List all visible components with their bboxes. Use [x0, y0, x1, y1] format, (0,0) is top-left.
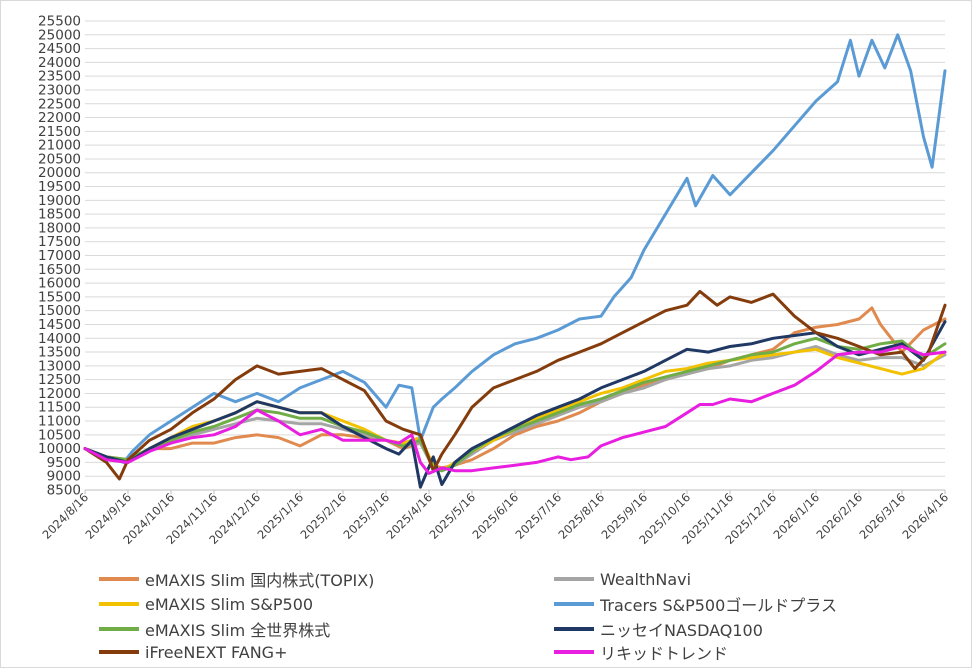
y-tick-label-12000: 12000 — [38, 386, 81, 402]
y-tick-label-25500: 25500 — [38, 14, 81, 30]
y-tick-label-13000: 13000 — [38, 358, 81, 374]
y-tick-label-13500: 13500 — [38, 345, 81, 361]
series-line-5 — [83, 320, 947, 489]
y-tick-label-23500: 23500 — [38, 69, 81, 85]
y-tick-label-23000: 23000 — [38, 82, 81, 98]
y-tick-label-18000: 18000 — [38, 220, 81, 236]
y-tick-label-25000: 25000 — [38, 27, 81, 43]
y-tick-label-10000: 10000 — [38, 441, 81, 457]
y-tick-label-9500: 9500 — [47, 455, 81, 471]
y-tick-label-15500: 15500 — [38, 289, 81, 305]
y-tick-label-24000: 24000 — [38, 55, 81, 71]
y-tick-label-11000: 11000 — [38, 414, 81, 430]
series-line-3 — [83, 33, 947, 464]
y-tick-label-21000: 21000 — [38, 138, 81, 154]
x-tick-label-20: 2026/4/16 — [900, 490, 952, 542]
y-tick-label-8500: 8500 — [47, 483, 81, 499]
series-line-7 — [83, 345, 947, 475]
series-line-6 — [83, 289, 947, 481]
series-line-1 — [83, 345, 947, 473]
series-line-4 — [83, 336, 947, 473]
y-tick-label-21500: 21500 — [38, 124, 81, 140]
y-tick-label-16500: 16500 — [38, 262, 81, 278]
y-tick-label-18500: 18500 — [38, 207, 81, 223]
y-tick-label-12500: 12500 — [38, 372, 81, 388]
y-tick-label-14500: 14500 — [38, 317, 81, 333]
y-tick-label-24500: 24500 — [38, 41, 81, 57]
y-tick-label-20500: 20500 — [38, 151, 81, 167]
y-tick-label-10500: 10500 — [38, 427, 81, 443]
y-tick-label-17500: 17500 — [38, 234, 81, 250]
y-tick-label-15000: 15000 — [38, 303, 81, 319]
y-tick-label-16000: 16000 — [38, 276, 81, 292]
y-tick-label-17000: 17000 — [38, 248, 81, 264]
y-tick-label-11500: 11500 — [38, 400, 81, 416]
y-tick-label-20000: 20000 — [38, 165, 81, 181]
y-tick-label-22000: 22000 — [38, 110, 81, 126]
y-tick-label-19500: 19500 — [38, 179, 81, 195]
y-tick-label-22500: 22500 — [38, 96, 81, 112]
y-tick-label-19000: 19000 — [38, 193, 81, 209]
y-tick-label-9000: 9000 — [47, 469, 81, 485]
y-tick-label-14000: 14000 — [38, 331, 81, 347]
series-line-2 — [83, 347, 947, 473]
